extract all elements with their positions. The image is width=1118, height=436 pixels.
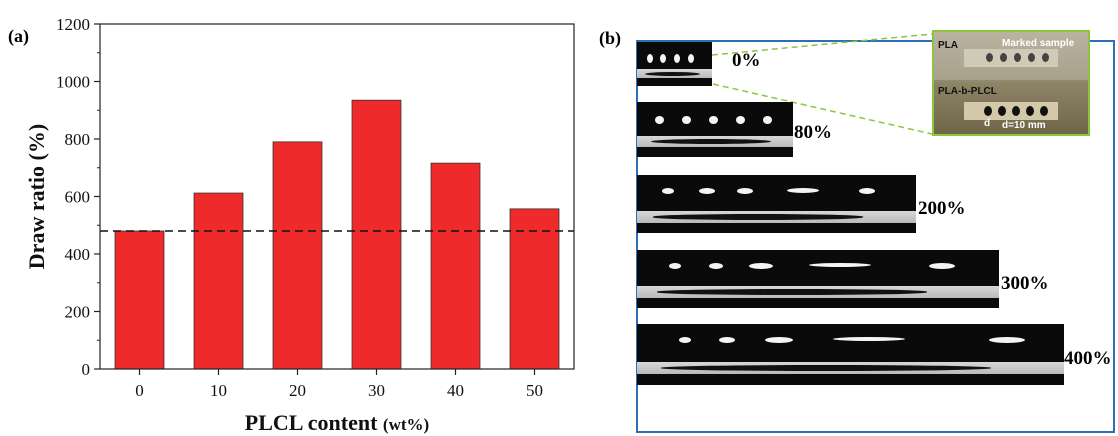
panel-a-label: (a): [8, 26, 29, 46]
y-axis-title: Draw ratio (%): [24, 124, 49, 269]
strip-400: [637, 324, 1064, 385]
y-tick-label-1200: 1200: [56, 15, 90, 34]
marker-dot: [709, 262, 723, 269]
marker-dot: [749, 262, 773, 269]
x-tick-label-10: 10: [210, 381, 227, 400]
inset-d-label: d: [984, 118, 991, 129]
marker-dot: [699, 187, 715, 194]
inset-spacing-label: d=10 mm: [1002, 120, 1046, 131]
bar-30: [351, 99, 402, 370]
x-axis-title-main: PLCL content: [245, 410, 383, 435]
marker-dot: [929, 262, 955, 269]
marker-dot: [859, 187, 875, 194]
panel-b-label: (b): [599, 28, 621, 48]
x-axis-title: PLCL content (wt%): [245, 410, 429, 435]
marker-dot: [765, 337, 793, 344]
marker-dot: [763, 115, 772, 124]
marker-dot: [682, 115, 691, 124]
y-tick-label-200: 200: [65, 303, 91, 322]
zoom-line-top: [711, 33, 933, 56]
x-axis-title-unit: (wt%): [383, 415, 429, 434]
marker-dot: [737, 187, 753, 194]
bar-40: [430, 162, 481, 370]
bar-chart: 0 200 400 600 800 1000 1200 0 10 20 30 40 50 PLCL con…: [24, 15, 575, 435]
strain-label-400: 400%: [1064, 348, 1112, 369]
zoom-line-bottom: [712, 83, 933, 135]
pla-b-plcl-sample: [934, 82, 1088, 134]
marker-dot: [679, 337, 691, 344]
inset-pla-label: PLA: [938, 40, 958, 51]
y-tick-label-400: 400: [65, 245, 91, 264]
marker-dot: [662, 187, 674, 194]
marker-dot: [809, 262, 871, 267]
x-tick-label-40: 40: [447, 381, 464, 400]
panel-b-frame: [636, 40, 1115, 433]
x-tick-label-20: 20: [289, 381, 306, 400]
sample-band: [637, 69, 712, 79]
x-tick-label-50: 50: [526, 381, 543, 400]
y-tick-label-600: 600: [65, 188, 91, 207]
x-tick-label-0: 0: [135, 381, 144, 400]
marker-dot: [787, 187, 819, 193]
x-tick-label-30: 30: [368, 381, 385, 400]
marker-dot: [719, 337, 735, 344]
bar-0: [114, 230, 165, 370]
marker-dot: [674, 54, 680, 64]
strip-80: [637, 102, 793, 157]
strain-label-80: 80%: [794, 122, 832, 143]
y-tick-label-1000: 1000: [56, 73, 90, 92]
strip-200: [637, 175, 916, 233]
sample-band: [637, 136, 793, 148]
bar-50: [509, 208, 560, 370]
strip-0: [637, 42, 712, 86]
y-tick-label-0: 0: [82, 360, 91, 379]
marker-dot: [655, 115, 664, 124]
marked-sample-inset: PLA Marked sample PLA-b-PLCL d d=10 mm: [932, 30, 1090, 136]
marker-dot: [736, 115, 745, 124]
marker-dot: [709, 115, 718, 124]
sample-band: [637, 361, 1064, 374]
strain-label-0: 0%: [732, 50, 761, 71]
marker-dot: [669, 262, 681, 269]
sample-band: [637, 285, 999, 298]
bar-20: [272, 141, 323, 370]
y-tick-label-800: 800: [65, 130, 91, 149]
marker-dot: [647, 54, 653, 64]
marker-dot: [688, 54, 694, 64]
strain-label-300: 300%: [1001, 273, 1049, 294]
pla-sample: [934, 32, 1088, 80]
marker-dot: [833, 337, 905, 342]
sample-band: [637, 210, 916, 223]
marker-dot: [660, 54, 666, 64]
strain-label-200: 200%: [918, 198, 966, 219]
marker-dot: [989, 337, 1025, 344]
strip-300: [637, 250, 999, 308]
inset-marked-label: Marked sample: [1002, 38, 1075, 49]
inset-plcl-label: PLA-b-PLCL: [938, 86, 997, 97]
